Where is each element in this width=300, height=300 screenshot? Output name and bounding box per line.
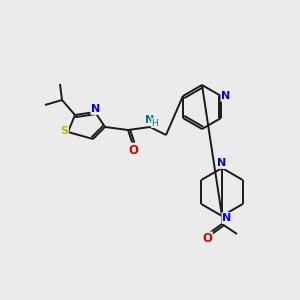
Text: N: N: [221, 91, 231, 101]
Text: H: H: [152, 118, 158, 127]
Text: N: N: [218, 158, 226, 168]
Text: O: O: [128, 143, 138, 157]
Text: N: N: [92, 104, 100, 114]
Text: O: O: [202, 232, 212, 245]
Text: N: N: [146, 115, 154, 125]
Text: S: S: [60, 126, 68, 136]
Text: N: N: [222, 213, 232, 223]
